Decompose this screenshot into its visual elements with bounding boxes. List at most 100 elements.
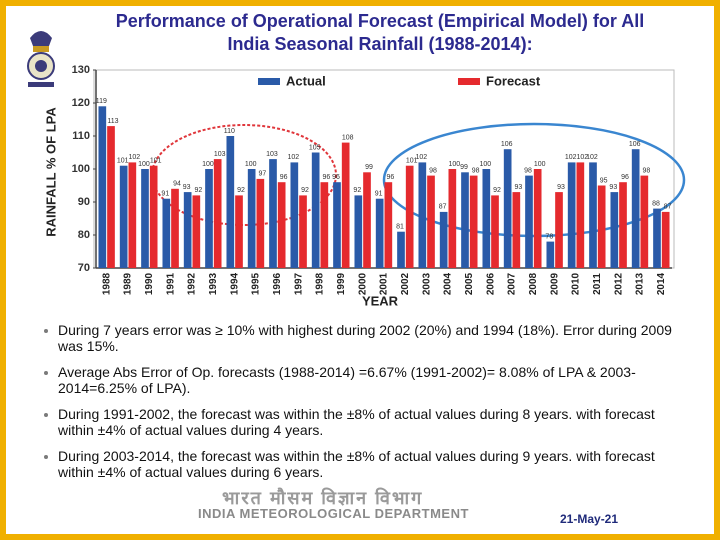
bar (311, 152, 320, 268)
bar (183, 192, 192, 268)
bar (397, 231, 405, 268)
x-tick-label: 2014 (656, 272, 667, 295)
data-label: 96 (332, 174, 340, 181)
x-tick-label: 1990 (144, 272, 155, 295)
data-label: 101 (117, 158, 129, 165)
bar (341, 142, 350, 268)
data-label: 100 (534, 161, 546, 168)
bar (610, 192, 619, 268)
bar (589, 162, 597, 268)
x-tick-label: 1997 (293, 272, 304, 295)
bar (461, 172, 469, 268)
data-label: 98 (524, 167, 532, 174)
data-label: 96 (280, 174, 288, 181)
x-tick-label: 2009 (549, 272, 560, 295)
data-label: 102 (287, 154, 299, 161)
bullet: During 1991-2002, the forecast was withi… (42, 406, 682, 438)
bar (448, 169, 457, 268)
chart-title: Performance of Operational Forecast (Emp… (116, 11, 644, 54)
data-label: 100 (202, 161, 214, 168)
bar (661, 211, 670, 268)
x-tick-label: 2001 (379, 272, 390, 295)
data-label: 103 (214, 151, 226, 158)
data-label: 92 (353, 187, 361, 194)
y-tick-label: 80 (78, 229, 90, 241)
data-label: 100 (138, 161, 150, 168)
data-label: 102 (586, 154, 598, 161)
data-label: 93 (609, 184, 617, 191)
data-label: 92 (237, 187, 245, 194)
bar (491, 195, 499, 268)
y-axis-title: RAINFALL % OF LPA (43, 107, 58, 237)
bar (107, 126, 115, 268)
data-label: 95 (600, 177, 608, 184)
data-label: 106 (629, 141, 641, 148)
bullet: Average Abs Error of Op. forecasts (1988… (42, 364, 682, 396)
bar (277, 182, 286, 268)
legend-label: Forecast (486, 73, 541, 88)
data-label: 93 (557, 184, 565, 191)
data-label: 92 (194, 187, 202, 194)
bar (555, 192, 563, 268)
chart: Performance of Operational Forecast (Emp… (22, 10, 686, 309)
x-tick-label: 1991 (165, 272, 176, 295)
bar (482, 169, 491, 268)
data-label: 101 (150, 158, 162, 165)
data-label: 100 (245, 161, 257, 168)
x-tick-label: 2010 (571, 272, 582, 295)
bar (213, 159, 222, 268)
x-tick-label: 2007 (507, 272, 518, 295)
y-tick-label: 110 (72, 130, 90, 142)
data-label: 98 (472, 167, 480, 174)
bar (631, 149, 640, 268)
bar (512, 192, 521, 268)
x-tick-label: 1988 (101, 272, 112, 295)
data-label: 102 (128, 154, 140, 161)
bar (269, 159, 277, 268)
bar (320, 182, 329, 268)
x-tick-label: 1989 (123, 272, 134, 295)
data-label: 99 (365, 164, 373, 171)
x-tick-label: 2013 (635, 272, 646, 295)
x-tick-label: 2008 (528, 272, 539, 295)
footer-english: INDIA METEOROLOGICAL DEPARTMENT (198, 506, 469, 521)
bar (171, 188, 179, 268)
data-label: 87 (664, 204, 672, 211)
data-label: 98 (429, 167, 437, 174)
data-label: 97 (258, 171, 266, 178)
data-label: 103 (266, 151, 278, 158)
x-tick-label: 2003 (421, 272, 432, 295)
bar (469, 175, 478, 268)
footer-hindi: भारत मौसम विज्ञान विभाग (222, 488, 424, 508)
y-tick-label: 130 (72, 64, 90, 76)
data-label: 100 (479, 161, 491, 168)
bar (205, 169, 213, 268)
data-label: 105 (309, 144, 321, 151)
emblem (22, 22, 60, 92)
data-label: 94 (173, 181, 181, 188)
data-label: 101 (406, 158, 418, 165)
x-tick-label: 2004 (443, 272, 454, 295)
legend-swatch (458, 78, 480, 85)
bar (567, 162, 576, 268)
data-label: 87 (439, 204, 447, 211)
bar (503, 149, 512, 268)
bullet-list: During 7 years error was ≥ 10% with high… (42, 322, 682, 490)
bar (128, 162, 137, 268)
x-tick-label: 2000 (357, 272, 368, 295)
x-tick-label: 1998 (315, 272, 326, 295)
x-tick-label: 1995 (251, 272, 262, 295)
y-tick-label: 70 (78, 262, 90, 274)
data-label: 93 (514, 184, 522, 191)
x-tick-label: 2006 (485, 272, 496, 295)
bar (290, 162, 299, 268)
bar (653, 208, 661, 268)
bar (525, 175, 533, 268)
data-label: 100 (448, 161, 460, 168)
bar (299, 195, 307, 268)
x-tick-label: 2005 (464, 272, 475, 295)
x-tick-label: 2012 (613, 272, 624, 295)
bar (192, 195, 201, 268)
bar (149, 165, 158, 268)
